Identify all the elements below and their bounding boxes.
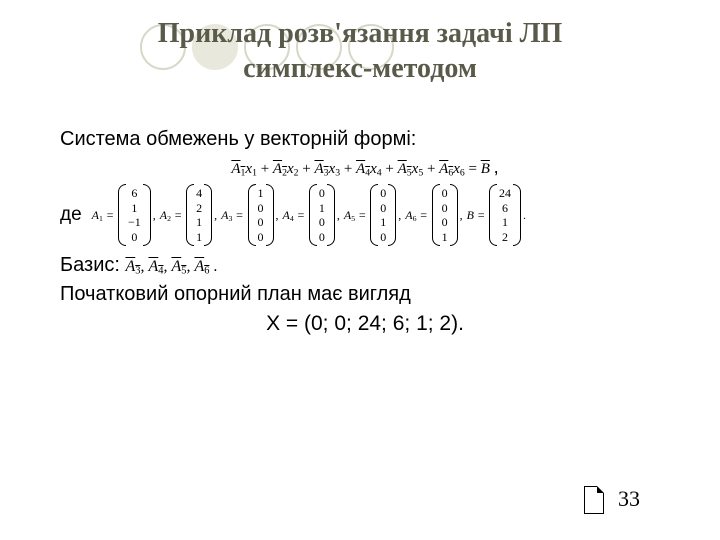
basis-item: A	[194, 258, 204, 275]
basis-item: A	[125, 258, 135, 275]
vec-val: 4	[196, 186, 202, 200]
title-line-2: симплекс-методом	[243, 53, 477, 84]
eqn-x: x	[287, 161, 294, 177]
vec-val: 6	[131, 186, 137, 200]
basis-item: A	[171, 258, 181, 275]
vec-val: 1	[131, 201, 137, 215]
system-label: Система обмежень у векторній формі:	[60, 128, 670, 151]
basis-line: Базис: A3, A4, A5, A6 .	[60, 254, 670, 277]
eqn-b: B	[481, 161, 490, 177]
basis-item: A	[148, 258, 158, 275]
vec-label: A4 =	[283, 208, 305, 223]
vec-val: 0	[319, 215, 325, 229]
eqn-a: A	[314, 161, 323, 177]
vec-val: 0	[131, 230, 137, 244]
vector-equation: A1x1 + A2x2 + A3x3 + A4x4 + A5x5 + A6x6 …	[60, 157, 670, 178]
vec-val: 1	[196, 215, 202, 229]
vec-val: 1	[442, 230, 448, 244]
vec-val: 0	[442, 201, 448, 215]
basis-sub: 4	[158, 266, 163, 277]
eqn-x: x	[453, 161, 460, 177]
vec-label: A6 =	[405, 208, 427, 223]
vec-val: 0	[442, 186, 448, 200]
eqn-sub: 2	[294, 167, 299, 178]
eqn-a: A	[398, 161, 407, 177]
vec-val: 1	[319, 201, 325, 215]
basis-sub: 5	[181, 266, 186, 277]
vec-val: 6	[502, 201, 508, 215]
vec-val: 0	[319, 230, 325, 244]
vec-val: 0	[258, 230, 264, 244]
vector-a2: 4 2 1 1	[186, 184, 212, 246]
vector-a5: 0 0 1 0	[370, 184, 396, 246]
vec-val: 1	[258, 186, 264, 200]
slide-title: Приклад розв'язання задачі ЛП симплекс-м…	[0, 16, 720, 86]
vec-label: A5 =	[344, 208, 366, 223]
slide: Приклад розв'язання задачі ЛП симплекс-м…	[0, 0, 720, 540]
vec-label: A3 =	[221, 208, 243, 223]
vec-label: A2 =	[160, 208, 182, 223]
vec-label: B =	[467, 208, 485, 223]
eqn-sub: 1	[252, 167, 257, 178]
vec-val: 24	[499, 186, 511, 200]
vec-val: −1	[128, 215, 141, 229]
basis-sub: 6	[204, 266, 209, 277]
vector-a6: 0 0 0 1	[432, 184, 458, 246]
vec-val: 1	[380, 215, 386, 229]
eqn-a: A	[356, 161, 365, 177]
title-line-1: Приклад розв'язання задачі ЛП	[158, 18, 563, 49]
eqn-x: x	[370, 161, 377, 177]
vec-val: 2	[502, 230, 508, 244]
vector-b: 24 6 1 2	[489, 184, 521, 246]
eqn-sub: 6	[460, 167, 465, 178]
page-number: 33	[618, 486, 640, 512]
eqn-a: A	[231, 161, 240, 177]
vec-val: 0	[319, 186, 325, 200]
vector-a4: 0 1 0 0	[309, 184, 335, 246]
page-fold-icon	[584, 486, 604, 514]
vec-val: 0	[258, 215, 264, 229]
vec-val: 1	[502, 215, 508, 229]
vec-val: 0	[380, 230, 386, 244]
eqn-sub: 4	[377, 167, 382, 178]
vec-val: 2	[196, 201, 202, 215]
x-vector: X = (0; 0; 24; 6; 1; 2).	[60, 312, 670, 336]
vector-a3: 1 0 0 0	[248, 184, 274, 246]
vec-val: 0	[258, 201, 264, 215]
vector-a1: 6 1 −1 0	[118, 184, 151, 246]
basis-sub: 3	[135, 266, 140, 277]
eqn-sub: 5	[418, 167, 423, 178]
eqn-sub: 3	[335, 167, 340, 178]
vectors-row: де A1 = 6 1 −1 0 , A2 = 4 2 1 1 , A3 = 1…	[60, 184, 670, 246]
plan-label: Початковий опорний план має вигляд	[60, 283, 670, 306]
vec-val: 0	[442, 215, 448, 229]
eqn-a: A	[273, 161, 282, 177]
vec-val: 1	[196, 230, 202, 244]
content: Система обмежень у векторній формі: A1x1…	[60, 128, 670, 336]
vec-label: A1 =	[92, 208, 114, 223]
vec-val: 0	[380, 186, 386, 200]
vec-val: 0	[380, 201, 386, 215]
eqn-a: A	[439, 161, 448, 177]
where-label: де	[60, 204, 82, 226]
basis-label: Базис:	[60, 254, 120, 276]
